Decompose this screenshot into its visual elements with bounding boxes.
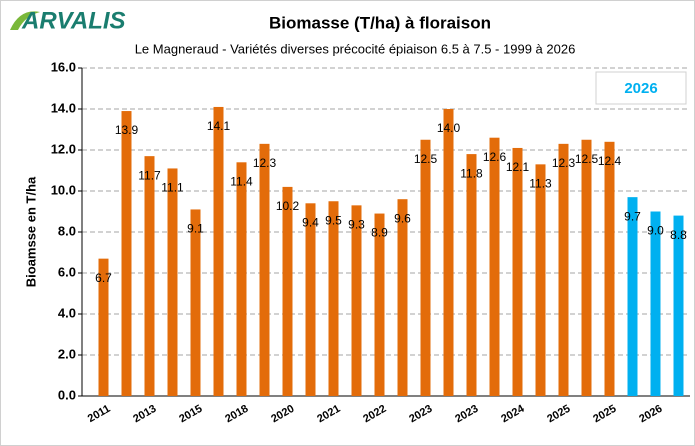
data-label: 9.5 [325, 213, 342, 227]
y-tick-label: 2.0 [58, 346, 76, 361]
annotation: 2026 [624, 80, 657, 97]
bar [98, 258, 109, 396]
bar [259, 143, 270, 396]
bar [466, 154, 477, 396]
data-label: 9.7 [624, 209, 641, 223]
data-label: 12.5 [575, 152, 599, 166]
bar [167, 168, 178, 396]
data-label: 12.6 [483, 150, 507, 164]
bar [627, 197, 638, 396]
data-label: 9.1 [187, 222, 204, 236]
y-tick-label: 14.0 [51, 100, 76, 115]
data-label: 11.1 [161, 181, 184, 195]
data-label: 6.7 [95, 271, 112, 285]
bar [650, 211, 661, 396]
data-label: 11.4 [230, 174, 253, 188]
y-tick-label: 8.0 [58, 223, 76, 238]
bar [535, 164, 546, 396]
bar [328, 201, 339, 396]
bar [305, 203, 316, 396]
y-tick-label: 4.0 [58, 305, 76, 320]
bar [236, 162, 247, 396]
logo: ARVALIS [21, 7, 126, 34]
y-tick-label: 16.0 [51, 59, 76, 74]
data-label: 11.8 [460, 166, 483, 180]
annotation-box [595, 71, 687, 105]
data-label: 8.9 [371, 226, 388, 240]
y-tick-label: 0.0 [58, 387, 76, 402]
y-tick-label: 12.0 [51, 141, 76, 156]
y-tick-label: 10.0 [51, 182, 76, 197]
bar [604, 141, 615, 396]
data-label: 9.4 [302, 215, 319, 229]
chart-title: Biomasse (T/ha) à floraison [269, 13, 491, 32]
bar [213, 106, 224, 396]
bar [144, 156, 155, 396]
bar [351, 205, 362, 396]
data-label: 12.3 [552, 156, 576, 170]
data-label: 14.1 [207, 119, 231, 133]
y-tick-label: 6.0 [58, 264, 76, 279]
bar [673, 215, 684, 396]
data-label: 12.5 [414, 152, 438, 166]
bar [512, 147, 523, 396]
chart-subtitle: Le Magneraud - Variétés diverses précoci… [135, 41, 576, 56]
bar [190, 209, 201, 396]
data-label: 12.1 [506, 160, 530, 174]
data-label: 11.3 [529, 177, 552, 191]
bar [397, 199, 408, 396]
data-label: 9.0 [647, 224, 664, 238]
data-label: 9.6 [394, 211, 411, 225]
data-label: 11.7 [138, 168, 161, 182]
data-label: 14.0 [437, 121, 461, 135]
bar [121, 111, 132, 397]
data-label: 10.2 [276, 199, 300, 213]
data-label: 9.3 [348, 218, 365, 232]
bar [489, 137, 500, 396]
logo-leaf [10, 11, 40, 30]
data-label: 12.4 [598, 154, 622, 168]
bar [374, 213, 385, 396]
data-label: 13.9 [115, 123, 139, 137]
bar [558, 143, 569, 396]
bar [282, 186, 293, 396]
data-label: 12.3 [253, 156, 277, 170]
bar [420, 139, 431, 396]
bar [443, 109, 454, 396]
y-axis-label: Bioamsse en T/ha [23, 176, 38, 287]
data-label: 8.8 [670, 228, 687, 242]
bar [581, 139, 592, 396]
